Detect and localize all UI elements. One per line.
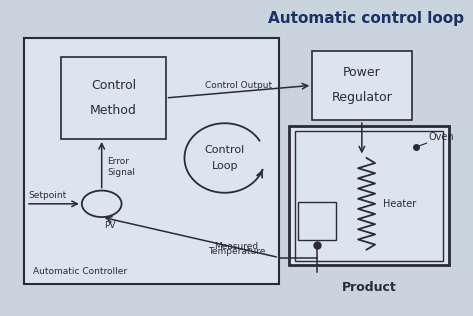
Text: Product: Product — [342, 281, 396, 294]
Text: Automatic control loop: Automatic control loop — [268, 11, 464, 26]
Bar — [312, 51, 412, 120]
Bar — [289, 126, 449, 265]
Text: Oven: Oven — [428, 132, 454, 142]
Text: Regulator: Regulator — [332, 91, 392, 105]
Text: Heater: Heater — [383, 199, 416, 209]
Text: Error: Error — [107, 157, 130, 166]
Text: Automatic Controller: Automatic Controller — [33, 268, 127, 276]
Bar — [298, 202, 336, 240]
Text: Power: Power — [343, 66, 381, 79]
Text: PV: PV — [104, 221, 115, 230]
Bar — [24, 38, 279, 284]
Text: Control Output: Control Output — [205, 81, 272, 90]
Text: Setpoint: Setpoint — [28, 191, 67, 200]
Text: Control: Control — [91, 79, 136, 92]
Text: Temperature: Temperature — [208, 247, 265, 256]
Bar — [295, 131, 443, 261]
Text: Measured: Measured — [214, 242, 259, 251]
Text: Loop: Loop — [211, 161, 238, 171]
Text: Method: Method — [90, 104, 137, 117]
Bar — [61, 57, 166, 139]
Text: Signal: Signal — [107, 168, 135, 177]
Text: Control: Control — [204, 145, 245, 155]
